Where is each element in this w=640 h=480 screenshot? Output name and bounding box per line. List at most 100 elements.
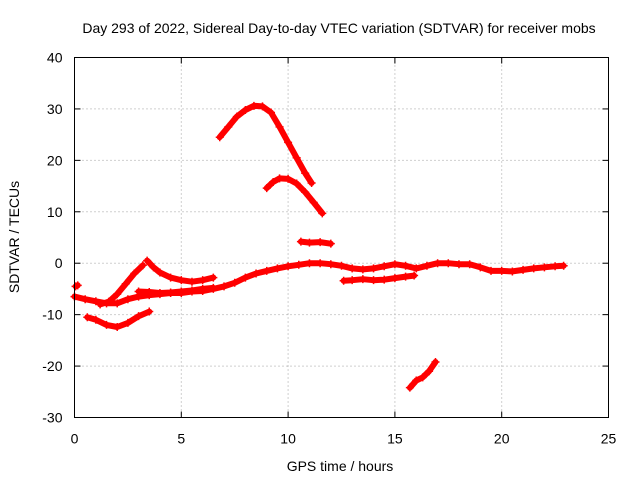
data-point (454, 260, 463, 269)
data-point (380, 262, 389, 271)
data-point (73, 281, 82, 290)
data-point (390, 274, 399, 283)
data-point (422, 261, 431, 270)
series-arc-lower (83, 307, 154, 331)
data-point (476, 263, 485, 272)
series-line (297, 238, 334, 247)
data-point (91, 297, 100, 306)
y-tick-label: 0 (55, 255, 63, 271)
data-point (134, 312, 143, 321)
data-point (401, 272, 410, 281)
data-point (305, 238, 314, 247)
series-arc-early-point (71, 281, 82, 291)
data-point (326, 239, 335, 248)
data-point (102, 320, 111, 329)
data-point (401, 261, 410, 270)
data-point (508, 267, 517, 276)
data-point (418, 373, 427, 382)
series-arc-neg-3 (339, 271, 419, 285)
data-point (318, 209, 327, 218)
data-point (123, 318, 132, 327)
data-point (104, 297, 113, 306)
grid-lines (74, 57, 609, 418)
series-arc-rising-1 (96, 261, 147, 309)
data-point (519, 265, 528, 274)
tick-labels: 0 5 10 15 20 25 -30 -20 -10 0 10 20 30 40 (42, 50, 616, 447)
data-point (209, 283, 218, 292)
data-point (275, 174, 284, 183)
y-axis-label: SDTVAR / TECUs (6, 181, 22, 293)
data-point (540, 263, 549, 272)
data-point (316, 238, 325, 247)
series-arc-flat-4 (296, 237, 335, 248)
data-point (529, 264, 538, 273)
data-point (326, 260, 335, 269)
data-point (412, 264, 421, 273)
data-point (292, 153, 301, 162)
series-line (71, 260, 567, 307)
data-point (497, 266, 506, 275)
data-point (294, 260, 303, 269)
x-tick-label: 15 (387, 431, 403, 447)
data-point (425, 367, 434, 376)
data-point (145, 307, 154, 316)
data-point (284, 262, 293, 271)
series-line (216, 102, 315, 186)
y-tick-label: 20 (47, 152, 63, 168)
data-point (177, 276, 186, 285)
data-point (187, 286, 196, 295)
y-tick-label: -10 (42, 307, 62, 323)
data-point (198, 276, 207, 285)
data-point (198, 284, 207, 293)
data-point (487, 266, 496, 275)
data-point (166, 273, 175, 282)
data-point (252, 269, 261, 278)
x-tick-label: 5 (177, 431, 185, 447)
series-arc-peak-16 (262, 174, 327, 218)
data-point (358, 265, 367, 274)
data-point (230, 278, 239, 287)
data-point (232, 112, 241, 121)
data-point (348, 264, 357, 273)
y-tick-label: -20 (42, 358, 62, 374)
data-point (301, 169, 310, 178)
data-point (431, 357, 440, 366)
plot-frame (74, 57, 609, 418)
data-point (307, 178, 316, 187)
data-point (305, 259, 314, 268)
data-point (465, 260, 474, 269)
data-point (358, 275, 367, 284)
data-point (113, 322, 122, 331)
data-point (262, 184, 271, 193)
y-tick-label: 30 (47, 101, 63, 117)
data-point (444, 259, 453, 268)
data-point (348, 276, 357, 285)
data-point (273, 264, 282, 273)
x-tick-label: 20 (494, 431, 510, 447)
data-point (316, 259, 325, 268)
data-point (81, 295, 90, 304)
data-point (369, 264, 378, 273)
data-point (96, 300, 105, 309)
data-point (134, 287, 143, 296)
data-point (284, 174, 293, 183)
data-point (241, 105, 250, 114)
data-point (177, 287, 186, 296)
data-point (309, 198, 318, 207)
data-point (113, 299, 122, 308)
data-point (249, 101, 258, 110)
y-tick-label: -30 (42, 410, 62, 426)
data-point (275, 122, 284, 131)
data-point (209, 273, 218, 282)
data-point (130, 269, 139, 278)
data-point (258, 102, 267, 111)
chart-title: Day 293 of 2022, Sidereal Day-to-day VTE… (82, 20, 595, 36)
series-arc-peak-30 (215, 101, 316, 187)
data-point (284, 138, 293, 147)
axis-ticks (74, 57, 609, 418)
data-point (412, 376, 421, 385)
data-point (339, 276, 348, 285)
data-point (155, 268, 164, 277)
data-point (410, 271, 419, 280)
